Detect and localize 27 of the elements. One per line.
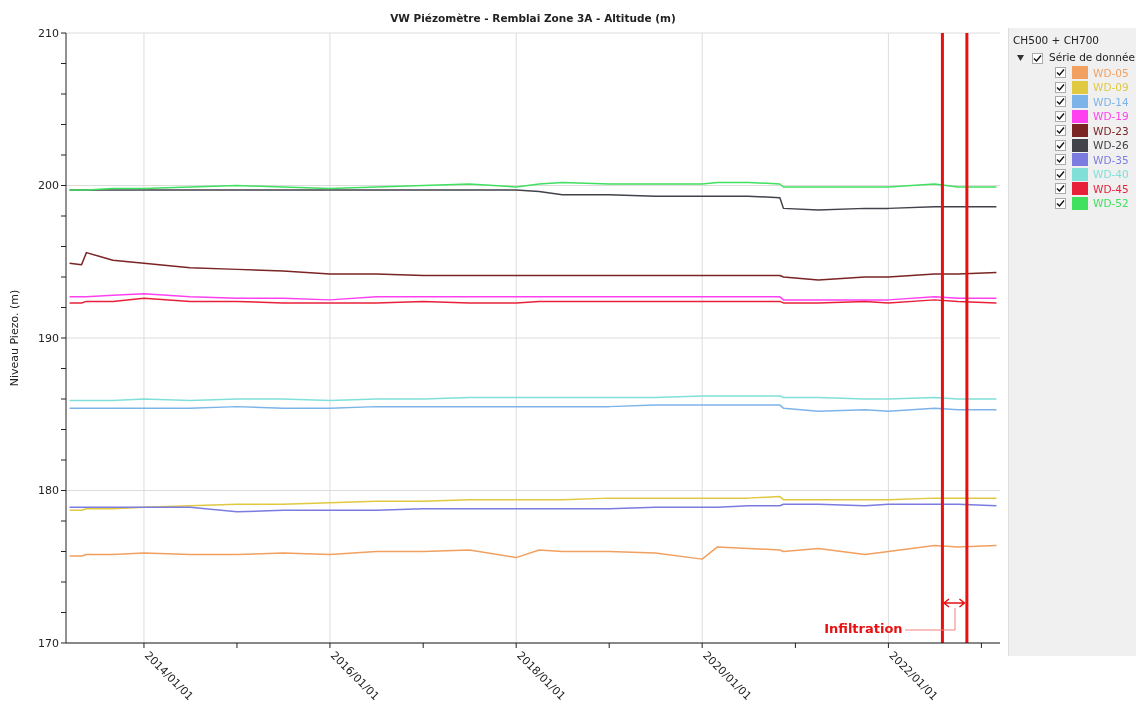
text: Série de donnée (1049, 51, 1135, 63)
legend-label: WD-14 (1093, 95, 1129, 108)
legend-label: WD-35 (1093, 153, 1129, 166)
y-tick-label: 180 (38, 484, 59, 498)
line-series (68, 404, 998, 412)
line-series (68, 503, 998, 513)
legend-label: WD-40 (1093, 168, 1129, 181)
y-tick-label: 200 (38, 179, 59, 193)
legend-label: WD-09 (1093, 81, 1129, 94)
y-tick-label: 190 (38, 331, 59, 345)
line-series (68, 251, 998, 281)
line-series (68, 293, 998, 301)
legend-label: WD-45 (1093, 182, 1129, 195)
y-tick-label: 210 (38, 26, 59, 40)
annotation: Infiltration (823, 621, 903, 636)
legend-title: CH500 + CH700 (1013, 34, 1100, 46)
y-tick-label: 170 (38, 636, 59, 650)
line-series (68, 495, 998, 512)
line-series (68, 181, 998, 191)
legend-label: WD-05 (1093, 66, 1129, 79)
legend-label: WD-23 (1093, 124, 1129, 137)
legend-label: WD-52 (1093, 197, 1129, 210)
legend-label: WD-26 (1093, 139, 1129, 152)
chart-title: VW Piézomètre - Remblai Zone 3A - Altitude (m) (389, 12, 677, 24)
legend-label: WD-19 (1093, 110, 1129, 123)
y-axis-title: Niveau Piezo. (m) (7, 289, 21, 387)
line-series (68, 544, 998, 560)
